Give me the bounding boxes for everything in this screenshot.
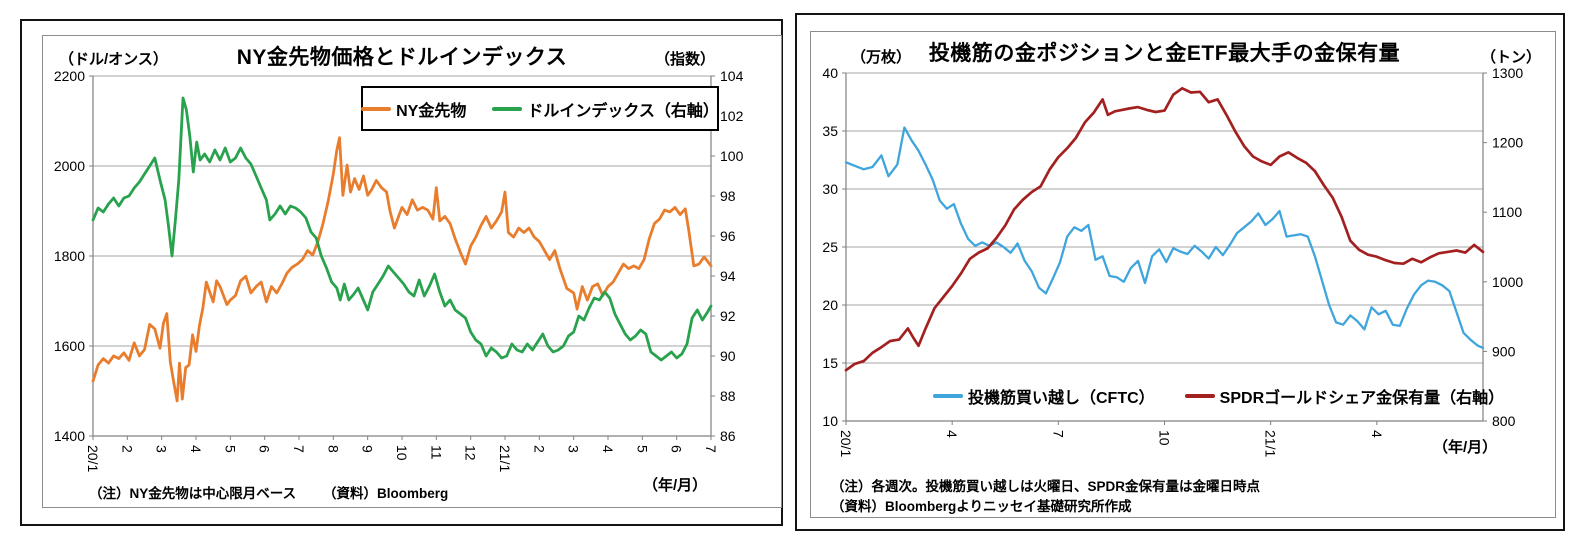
y-axis-left-tick-label: 2000 [54, 158, 85, 174]
y-axis-right-tick-label: 92 [720, 308, 736, 324]
ny-gold-line-swatch-icon [361, 106, 392, 111]
x-axis-tick-label: 3 [154, 445, 170, 453]
x-axis-tick-label: 9 [360, 445, 376, 453]
series-line-ny-gold-futures [91, 136, 713, 403]
x-axis-tick-label: 7 [291, 445, 307, 453]
y-axis-right-tick-label: 94 [720, 268, 736, 284]
cftc-line-swatch-icon [933, 394, 963, 398]
y-axis-right-tick-label: 100 [720, 148, 744, 164]
y-axis-left-tick-label: 2200 [54, 68, 85, 84]
legend-item-spdr: SPDRゴールドシェア金保有量（右軸） [1184, 384, 1505, 408]
positions-etf-plot: 40 35 30 25 20 15 10 1300 1200 1100 1000 900 800 20/1… [822, 65, 1523, 457]
y-axis-right-tick-label: 88 [720, 388, 736, 404]
y-axis-right-tick-label: 98 [720, 188, 736, 204]
series-line-spdr-gold-holdings [844, 86, 1485, 372]
footnote: （注）NY金先物は中心限月ベース [89, 486, 297, 501]
x-axis-tick-label: 4 [188, 445, 204, 453]
x-axis-tick-label: 11 [428, 445, 444, 460]
legend-item-cftc: 投機筋買い越し（CFTC） [933, 384, 1155, 408]
x-axis-tick-label: 2 [119, 445, 135, 453]
x-axis-tick-label: 20/1 [838, 430, 854, 457]
y-axis-right-tick-label: 102 [720, 108, 744, 124]
x-axis-tick-label: 2 [531, 445, 547, 453]
legend: 投機筋買い越し（CFTC） SPDRゴールドシェア金保有量（右軸） [933, 384, 1504, 408]
y-axis-right-tick-label: 104 [720, 68, 744, 84]
y-axis-left-tick-label: 25 [822, 239, 838, 255]
x-axis-tick-label: 21/1 [1263, 430, 1279, 457]
source-note: （資料）Bloomberg [323, 486, 449, 501]
legend-item-ny-gold: NY金先物 [361, 97, 466, 121]
legend-label-cftc: 投機筋買い越し（CFTC） [968, 390, 1155, 407]
x-axis-tick-label: 5 [634, 445, 650, 453]
x-axis-tick-label: 4 [1369, 430, 1385, 438]
legend-item-dollar-index: ドルインデックス（右軸） [492, 97, 719, 121]
x-axis-tick-label: 6 [669, 445, 685, 453]
right-axis-unit-label: （トン） [1480, 49, 1541, 66]
x-axis-tick-label: 8 [325, 445, 341, 453]
positions-etf-chart-panel: 40 35 30 25 20 15 10 1300 1200 1100 1000 900 800 20/1… [795, 13, 1565, 531]
y-axis-left-tick-label: 20 [822, 297, 838, 313]
x-axis-tick-label: 3 [566, 445, 582, 453]
left-axis-unit-label: （ドル/オンス） [59, 51, 168, 68]
gold-dollar-chart-panel: 2200 2000 1800 1600 1400 104 102 100 98 96 94 92 90 8… [20, 19, 783, 526]
legend-label-spdr: SPDRゴールドシェア金保有量（右軸） [1219, 390, 1505, 407]
spdr-line-swatch-icon [1184, 394, 1215, 398]
x-axis-tick-label: 21/1 [497, 445, 513, 472]
y-axis-right-tick-label: 1300 [1492, 65, 1523, 81]
x-axis-tick-label: 6 [257, 445, 273, 453]
positions-etf-chart-frame: 40 35 30 25 20 15 10 1300 1200 1100 1000 900 800 20/1… [810, 31, 1556, 518]
x-axis-tick-label: 7 [703, 445, 719, 453]
y-axis-left-tick-label: 1400 [54, 428, 85, 444]
y-axis-left-tick-label: 1600 [54, 338, 85, 354]
y-axis-right-tick-label: 900 [1492, 343, 1516, 359]
right-axis-unit-label: （指数） [654, 51, 715, 68]
y-axis-left-tick-label: 35 [822, 123, 838, 139]
legend: NY金先物 ドルインデックス（右軸） [361, 86, 719, 131]
y-axis-right-tick-label: 90 [720, 348, 736, 364]
legend-label-ny-gold: NY金先物 [396, 102, 467, 120]
x-axis-tick-label: 12 [463, 445, 479, 461]
x-axis-tick-label: 10 [1157, 430, 1173, 446]
x-axis-tick-label: 10 [394, 445, 410, 461]
chart-title: NY金先物価格とドルインデックス [236, 46, 568, 69]
x-axis-tick-label: 4 [600, 445, 616, 453]
gold-dollar-plot: 2200200018001600140010410210098969492908… [54, 68, 744, 472]
x-axis-unit-label: （年/月） [643, 477, 708, 494]
series-line-cftc-net-long [844, 126, 1485, 350]
y-axis-left-tick-label: 10 [822, 413, 838, 429]
y-axis-left-tick-label: 30 [822, 181, 838, 197]
y-axis-right-tick-label: 1000 [1492, 274, 1523, 290]
x-axis-tick-label: 5 [222, 445, 238, 453]
y-axis-left-tick-label: 15 [822, 355, 838, 371]
footnote: （注）各週次。投機筋買い越しは火曜日、SPDR金保有量は金曜日時点 [831, 479, 1261, 494]
series-line-dollar-index [91, 96, 713, 362]
x-axis-tick-label: 7 [1050, 430, 1066, 438]
dollar-index-line-swatch-icon [492, 106, 523, 111]
y-axis-right-tick-label: 86 [720, 428, 736, 444]
y-axis-left-tick-label: 40 [822, 65, 838, 81]
source-note: （資料）Bloombergよりニッセイ基礎研究所作成 [831, 499, 1132, 514]
x-axis-tick-label: 20/1 [85, 445, 101, 472]
legend-label-dollar-index: ドルインデックス（右軸） [527, 102, 719, 120]
y-axis-right-tick-label: 96 [720, 228, 736, 244]
y-axis-right-tick-label: 1200 [1492, 135, 1523, 151]
x-axis-unit-label: （年/月） [1433, 439, 1498, 456]
left-axis-unit-label: （万枚） [851, 49, 912, 66]
y-axis-right-tick-label: 800 [1492, 413, 1516, 429]
chart-title: 投機筋の金ポジションと金ETF最大手の金保有量 [928, 42, 1401, 65]
y-axis-right-tick-label: 1100 [1492, 204, 1522, 220]
x-axis-tick-label: 4 [944, 430, 960, 438]
gold-dollar-chart-frame: 2200 2000 1800 1600 1400 104 102 100 98 96 94 92 90 8… [42, 35, 782, 508]
y-axis-left-tick-label: 1800 [54, 248, 85, 264]
